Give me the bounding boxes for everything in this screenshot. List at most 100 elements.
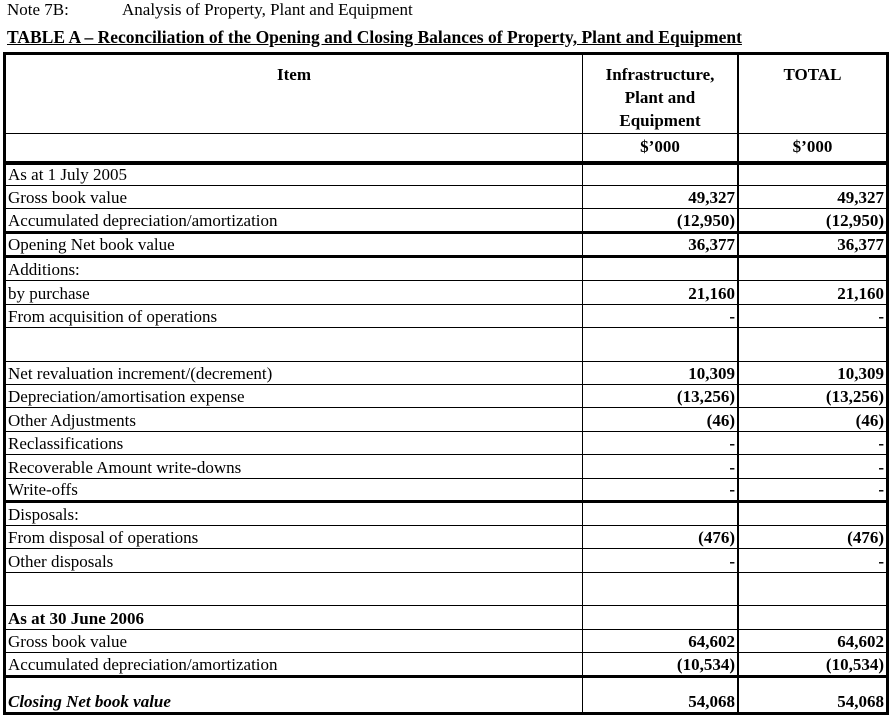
infrastructure-value: (476) bbox=[582, 525, 739, 549]
table-row: Accumulated depreciation/amortization (12… bbox=[4, 208, 888, 234]
table-row: As at 30 June 2006 bbox=[4, 605, 888, 630]
infrastructure-value: (10,534) bbox=[582, 652, 739, 678]
infrastructure-value: - bbox=[582, 431, 739, 455]
table-row: Disposals: bbox=[4, 501, 888, 526]
unit-infrastructure: $’000 bbox=[582, 133, 739, 165]
total-value: 64,602 bbox=[737, 629, 888, 653]
table-row: Gross book value 49,327 49,327 bbox=[4, 185, 888, 209]
row-label: Reclassifications bbox=[4, 431, 583, 455]
row-label: Accumulated depreciation/amortization bbox=[4, 208, 583, 234]
infrastructure-value: 54,068 bbox=[582, 676, 739, 714]
row-label: Gross book value bbox=[4, 185, 583, 209]
row-label: Accumulated depreciation/amortization bbox=[4, 652, 583, 678]
table-row: Write-offs - - bbox=[4, 478, 888, 503]
infrastructure-value: 10,309 bbox=[582, 361, 739, 385]
infrastructure-value: 64,602 bbox=[582, 629, 739, 653]
total-value: - bbox=[737, 548, 888, 573]
total-value: 49,327 bbox=[737, 185, 888, 209]
table-row: As at 1 July 2005 bbox=[4, 162, 888, 186]
table-row: Gross book value 64,602 64,602 bbox=[4, 629, 888, 653]
total-value: 54,068 bbox=[737, 676, 888, 714]
table-row: Opening Net book value 36,377 36,377 bbox=[4, 232, 888, 258]
table-row: Recoverable Amount write-downs - - bbox=[4, 454, 888, 479]
total-value: (476) bbox=[737, 525, 888, 549]
row-label bbox=[4, 572, 583, 606]
table-row: Depreciation/amortisation expense (13,256… bbox=[4, 384, 888, 408]
row-label: Additions: bbox=[4, 256, 583, 281]
table-row: Accumulated depreciation/amortization (10… bbox=[4, 652, 888, 678]
note-heading: Note 7B: Analysis of Property, Plant and … bbox=[7, 0, 413, 20]
total-value bbox=[737, 256, 888, 281]
row-label: Write-offs bbox=[4, 478, 583, 503]
note-title: Analysis of Property, Plant and Equipmen… bbox=[122, 0, 413, 19]
table-row: Other Adjustments (46) (46) bbox=[4, 407, 888, 432]
infrastructure-value bbox=[582, 501, 739, 526]
table-row: From acquisition of operations - - bbox=[4, 304, 888, 328]
total-value: 21,160 bbox=[737, 280, 888, 305]
row-label: Other disposals bbox=[4, 548, 583, 573]
table-row: by purchase 21,160 21,160 bbox=[4, 280, 888, 305]
row-label: Disposals: bbox=[4, 501, 583, 526]
note-label: Note 7B: bbox=[7, 0, 69, 19]
table-row bbox=[4, 572, 888, 606]
infrastructure-value bbox=[582, 572, 739, 606]
total-value bbox=[737, 327, 888, 362]
header-row: Item Infrastructure, Plant and Equipment… bbox=[4, 53, 888, 134]
header-infrastructure: Infrastructure, Plant and Equipment bbox=[582, 53, 739, 134]
total-value bbox=[737, 572, 888, 606]
total-value: - bbox=[737, 454, 888, 479]
header-item: Item bbox=[4, 53, 583, 134]
row-label: Closing Net book value bbox=[4, 676, 583, 714]
total-value: - bbox=[737, 478, 888, 503]
row-label: From disposal of operations bbox=[4, 525, 583, 549]
row-label: As at 30 June 2006 bbox=[4, 605, 583, 630]
total-value bbox=[737, 605, 888, 630]
infrastructure-value: (12,950) bbox=[582, 208, 739, 234]
infrastructure-value bbox=[582, 162, 739, 186]
total-value bbox=[737, 501, 888, 526]
total-value: (12,950) bbox=[737, 208, 888, 234]
unit-row: $’000 $’000 bbox=[4, 133, 888, 165]
table-row: From disposal of operations (476) (476) bbox=[4, 525, 888, 549]
row-label bbox=[4, 327, 583, 362]
table-row: Reclassifications - - bbox=[4, 431, 888, 455]
row-label: Opening Net book value bbox=[4, 232, 583, 258]
total-value: (13,256) bbox=[737, 384, 888, 408]
row-label: From acquisition of operations bbox=[4, 304, 583, 328]
row-label: Depreciation/amortisation expense bbox=[4, 384, 583, 408]
table-row: Net revaluation increment/(decrement) 10,… bbox=[4, 361, 888, 385]
total-value: - bbox=[737, 304, 888, 328]
unit-blank bbox=[4, 133, 583, 165]
total-value: (10,534) bbox=[737, 652, 888, 678]
infrastructure-value: 21,160 bbox=[582, 280, 739, 305]
row-label: As at 1 July 2005 bbox=[4, 162, 583, 186]
unit-total: $’000 bbox=[737, 133, 888, 165]
infrastructure-value: (46) bbox=[582, 407, 739, 432]
total-value: - bbox=[737, 431, 888, 455]
infrastructure-value: 49,327 bbox=[582, 185, 739, 209]
infrastructure-value: - bbox=[582, 478, 739, 503]
table-row: Additions: bbox=[4, 256, 888, 281]
infrastructure-value: - bbox=[582, 548, 739, 573]
table-row: Closing Net book value 54,068 54,068 bbox=[4, 676, 888, 714]
header-total: TOTAL bbox=[737, 53, 888, 134]
total-value: 10,309 bbox=[737, 361, 888, 385]
row-label: Net revaluation increment/(decrement) bbox=[4, 361, 583, 385]
infrastructure-value: - bbox=[582, 454, 739, 479]
infrastructure-value: (13,256) bbox=[582, 384, 739, 408]
total-value: 36,377 bbox=[737, 232, 888, 258]
infrastructure-value: - bbox=[582, 304, 739, 328]
row-label: Recoverable Amount write-downs bbox=[4, 454, 583, 479]
row-label: Other Adjustments bbox=[4, 407, 583, 432]
row-label: Gross book value bbox=[4, 629, 583, 653]
table-row bbox=[4, 327, 888, 362]
infrastructure-value bbox=[582, 327, 739, 362]
reconciliation-table: Item Infrastructure, Plant and Equipment… bbox=[3, 52, 889, 715]
infrastructure-value: 36,377 bbox=[582, 232, 739, 258]
table-title: TABLE A – Reconciliation of the Opening … bbox=[7, 27, 742, 47]
infrastructure-value bbox=[582, 256, 739, 281]
infrastructure-value bbox=[582, 605, 739, 630]
row-label: by purchase bbox=[4, 280, 583, 305]
total-value: (46) bbox=[737, 407, 888, 432]
table-row: Other disposals - - bbox=[4, 548, 888, 573]
